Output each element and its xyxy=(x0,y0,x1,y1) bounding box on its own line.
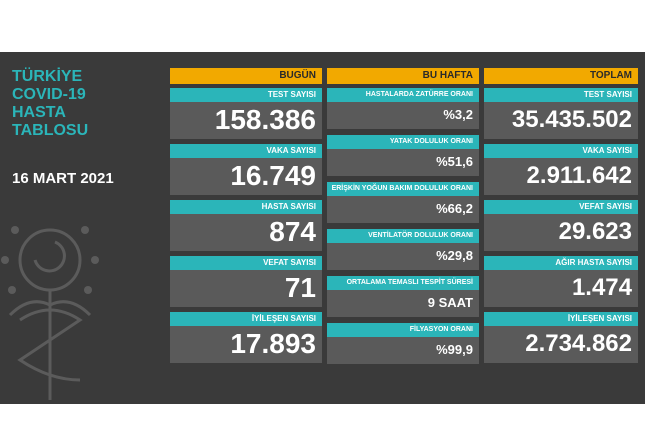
week-contact-card: ORTALAMA TEMASLI TESPİT SÜRESİ 9 SAAT xyxy=(327,276,479,317)
today-recovered-label: İYİLEŞEN SAYISI xyxy=(170,312,322,326)
total-recovered-label: İYİLEŞEN SAYISI xyxy=(484,312,638,326)
today-test-label: TEST SAYISI xyxy=(170,88,322,102)
week-bed-value: %51,6 xyxy=(436,154,473,169)
ministry-emblem-icon xyxy=(1,226,99,400)
today-test-card: TEST SAYISI 158.386 xyxy=(170,88,322,139)
week-filiation-card: FİLYASYON ORANI %99,9 xyxy=(327,323,479,364)
total-death-label: VEFAT SAYISI xyxy=(484,200,638,214)
total-case-label: VAKA SAYISI xyxy=(484,144,638,158)
week-bed-card: YATAK DOLULUK ORANI %51,6 xyxy=(327,135,479,176)
dashboard-board: TÜRKİYE COVID-19 HASTA TABLOSU 16 MART 2… xyxy=(0,52,645,404)
today-test-value: 158.386 xyxy=(214,104,316,135)
week-pneumonia-value: %3,2 xyxy=(443,107,473,122)
week-icu-card: ERİŞKİN YOĞUN BAKIM DOLULUK ORANI %66,2 xyxy=(327,182,479,223)
week-ventilator-card: VENTİLATÖR DOLULUK ORANI %29,8 xyxy=(327,229,479,270)
week-column: BU HAFTA HASTALARDA ZATÜRRE ORANI %3,2 Y… xyxy=(327,68,479,370)
week-header: BU HAFTA xyxy=(327,68,479,84)
today-recovered-card: İYİLEŞEN SAYISI 17.893 xyxy=(170,312,322,363)
today-case-value: 16.749 xyxy=(230,160,316,191)
total-test-label: TEST SAYISI xyxy=(484,88,638,102)
today-death-label: VEFAT SAYISI xyxy=(170,256,322,270)
week-contact-value: 9 SAAT xyxy=(427,295,473,310)
week-icu-label: ERİŞKİN YOĞUN BAKIM DOLULUK ORANI xyxy=(327,182,479,196)
total-death-card: VEFAT SAYISI 29.623 xyxy=(484,200,638,251)
page-title: TÜRKİYE COVID-19 HASTA TABLOSU xyxy=(12,68,89,139)
week-contact-label: ORTALAMA TEMASLI TESPİT SÜRESİ xyxy=(327,276,479,290)
today-patient-label: HASTA SAYISI xyxy=(170,200,322,214)
today-header: BUGÜN xyxy=(170,68,322,84)
today-recovered-value: 17.893 xyxy=(230,328,316,359)
today-death-card: VEFAT SAYISI 71 xyxy=(170,256,322,307)
week-filiation-value: %99,9 xyxy=(436,342,473,357)
today-column: BUGÜN TEST SAYISI 158.386 VAKA SAYISI 16… xyxy=(170,68,322,368)
total-recovered-value: 2.734.862 xyxy=(525,330,632,357)
today-case-label: VAKA SAYISI xyxy=(170,144,322,158)
week-pneumonia-label: HASTALARDA ZATÜRRE ORANI xyxy=(327,88,479,102)
today-death-value: 71 xyxy=(284,272,316,303)
total-test-card: TEST SAYISI 35.435.502 xyxy=(484,88,638,139)
total-case-card: VAKA SAYISI 2.911.642 xyxy=(484,144,638,195)
week-icu-value: %66,2 xyxy=(436,201,473,216)
total-severe-value: 1.474 xyxy=(571,274,632,301)
week-ventilator-label: VENTİLATÖR DOLULUK ORANI xyxy=(327,229,479,243)
week-pneumonia-card: HASTALARDA ZATÜRRE ORANI %3,2 xyxy=(327,88,479,129)
total-death-value: 29.623 xyxy=(558,218,632,245)
week-filiation-label: FİLYASYON ORANI xyxy=(327,323,479,337)
total-case-value: 2.911.642 xyxy=(526,162,632,189)
total-severe-label: AĞIR HASTA SAYISI xyxy=(484,256,638,270)
today-patient-value: 874 xyxy=(269,216,316,247)
today-patient-card: HASTA SAYISI 874 xyxy=(170,200,322,251)
total-recovered-card: İYİLEŞEN SAYISI 2.734.862 xyxy=(484,312,638,363)
total-header: TOPLAM xyxy=(484,68,638,84)
total-test-value: 35.435.502 xyxy=(511,106,632,133)
week-ventilator-value: %29,8 xyxy=(436,248,473,263)
report-date: 16 MART 2021 xyxy=(12,170,114,187)
today-case-card: VAKA SAYISI 16.749 xyxy=(170,144,322,195)
total-severe-card: AĞIR HASTA SAYISI 1.474 xyxy=(484,256,638,307)
total-column: TOPLAM TEST SAYISI 35.435.502 VAKA SAYIS… xyxy=(484,68,638,368)
week-bed-label: YATAK DOLULUK ORANI xyxy=(327,135,479,149)
